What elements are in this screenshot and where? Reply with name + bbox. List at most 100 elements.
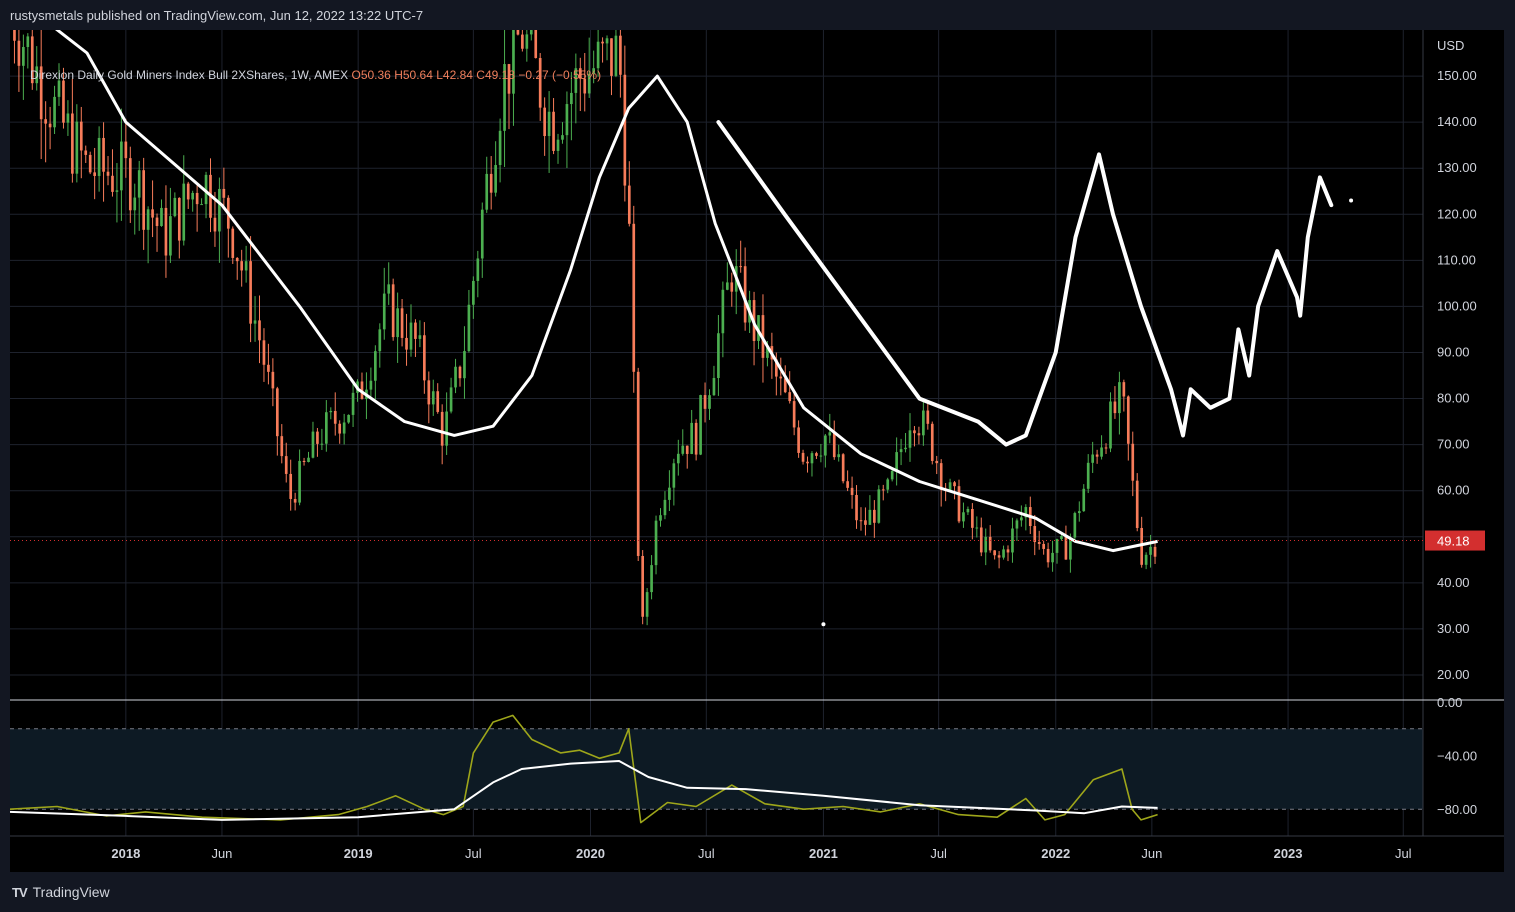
- x-tick-label: 2019: [344, 846, 373, 861]
- candle-body: [507, 64, 511, 94]
- x-tick-label: Jul: [1395, 846, 1412, 861]
- candle-body: [44, 119, 47, 124]
- candle-body: [155, 217, 159, 227]
- candle-body: [645, 592, 649, 617]
- candle-body: [971, 508, 974, 528]
- candle-body: [275, 388, 279, 437]
- candle-body: [489, 173, 493, 193]
- candle-body: [668, 487, 671, 500]
- candle-body: [1095, 454, 1099, 457]
- candle-body: [881, 489, 885, 491]
- candle-body: [30, 36, 34, 84]
- candle-body: [1037, 541, 1041, 544]
- osc-tick-label: −80.00: [1437, 802, 1477, 817]
- candle-body: [632, 223, 636, 372]
- tradingview-logo-icon: TV: [12, 884, 28, 900]
- candle-body: [984, 536, 988, 553]
- candle-body: [917, 433, 921, 436]
- candle-body: [271, 371, 275, 389]
- osc-tick-label: −40.00: [1437, 749, 1477, 764]
- candle-body: [35, 66, 39, 84]
- footer-brand: TradingView: [32, 884, 110, 900]
- candle-body: [267, 364, 270, 372]
- candle-body: [837, 454, 841, 458]
- candle-body: [151, 209, 154, 218]
- candle-body: [1024, 507, 1028, 518]
- candle-body: [512, 10, 515, 94]
- legend-high: H50.64: [394, 68, 433, 82]
- candle-body: [235, 257, 239, 262]
- candle-body: [774, 359, 778, 377]
- candle-body: [347, 414, 350, 423]
- candle-body: [253, 320, 257, 324]
- y-tick-label: 60.00: [1437, 483, 1470, 498]
- candle-body: [79, 121, 83, 151]
- candle-body: [779, 376, 783, 379]
- legend-symbol: Direxion Daily Gold Miners Index Bull 2X…: [30, 68, 349, 82]
- candle-body: [681, 445, 685, 454]
- candle-body: [231, 228, 235, 258]
- candle-body: [610, 38, 613, 76]
- candle-body: [743, 266, 747, 323]
- candle-body: [725, 282, 729, 290]
- candle-body: [169, 216, 172, 256]
- candle-body: [1144, 554, 1148, 565]
- chart-svg[interactable]: 150.00 140.00 130.00 120.00 110.00 100.00 90.0…: [8, 0, 1504, 872]
- y-tick-label: 140.00: [1437, 114, 1477, 129]
- candle-body: [623, 74, 627, 186]
- candle-body: [218, 188, 221, 232]
- candle-body: [173, 197, 177, 217]
- candle-body: [708, 395, 711, 409]
- candle-body: [186, 183, 190, 200]
- grid-layer: [10, 30, 1423, 836]
- candle-body: [659, 515, 662, 521]
- candle-body: [1033, 526, 1037, 542]
- candle-body: [1082, 488, 1086, 512]
- x-tick-label: Jun: [1141, 846, 1162, 861]
- candle-body: [859, 520, 863, 522]
- candle-body: [102, 137, 105, 172]
- legend-open: O50.36: [351, 68, 391, 82]
- x-tick-label: 2022: [1041, 846, 1070, 861]
- candle-body: [133, 197, 137, 211]
- candle-body: [409, 322, 413, 350]
- last-price-label: 49.18: [1437, 534, 1470, 549]
- candle-body: [298, 460, 301, 503]
- candle-body: [302, 460, 306, 462]
- candle-body: [703, 395, 707, 409]
- candle-body: [324, 412, 328, 444]
- publish-header: rustysmetals published on TradingView.co…: [10, 8, 424, 23]
- chart-area[interactable]: 150.00 140.00 130.00 120.00 110.00 100.00 90.0…: [8, 0, 1504, 872]
- candle-body: [832, 432, 836, 458]
- candle-body: [676, 453, 680, 464]
- candle-body: [521, 34, 524, 49]
- candle-body: [935, 460, 939, 464]
- candle-body: [538, 58, 542, 108]
- candle-body: [311, 431, 315, 458]
- oscillator-band: [10, 728, 1423, 810]
- candle-body: [1011, 528, 1014, 553]
- candle-body: [699, 395, 702, 455]
- candle-body: [930, 423, 934, 461]
- y-tick-label: 20.00: [1437, 667, 1470, 682]
- moving-average-layer: [16, 0, 1158, 553]
- candle-body: [88, 154, 92, 173]
- candle-body: [583, 78, 587, 94]
- candle-body: [485, 173, 489, 210]
- candle-body: [1109, 401, 1112, 449]
- candle-body: [1126, 396, 1130, 444]
- candle-body: [962, 512, 965, 522]
- candle-body: [868, 509, 872, 525]
- candle-body: [895, 452, 898, 471]
- candle-body: [806, 461, 809, 464]
- candle-body: [427, 380, 431, 405]
- y-tick-label: 30.00: [1437, 621, 1470, 636]
- candle-body: [142, 170, 145, 230]
- candle-body: [213, 217, 217, 232]
- candle-body: [841, 454, 845, 482]
- oscillator-layer: [9, 714, 1423, 824]
- candle-body: [120, 141, 123, 191]
- candle-body: [873, 509, 876, 523]
- y-tick-label: 90.00: [1437, 344, 1470, 359]
- candle-body: [26, 36, 30, 48]
